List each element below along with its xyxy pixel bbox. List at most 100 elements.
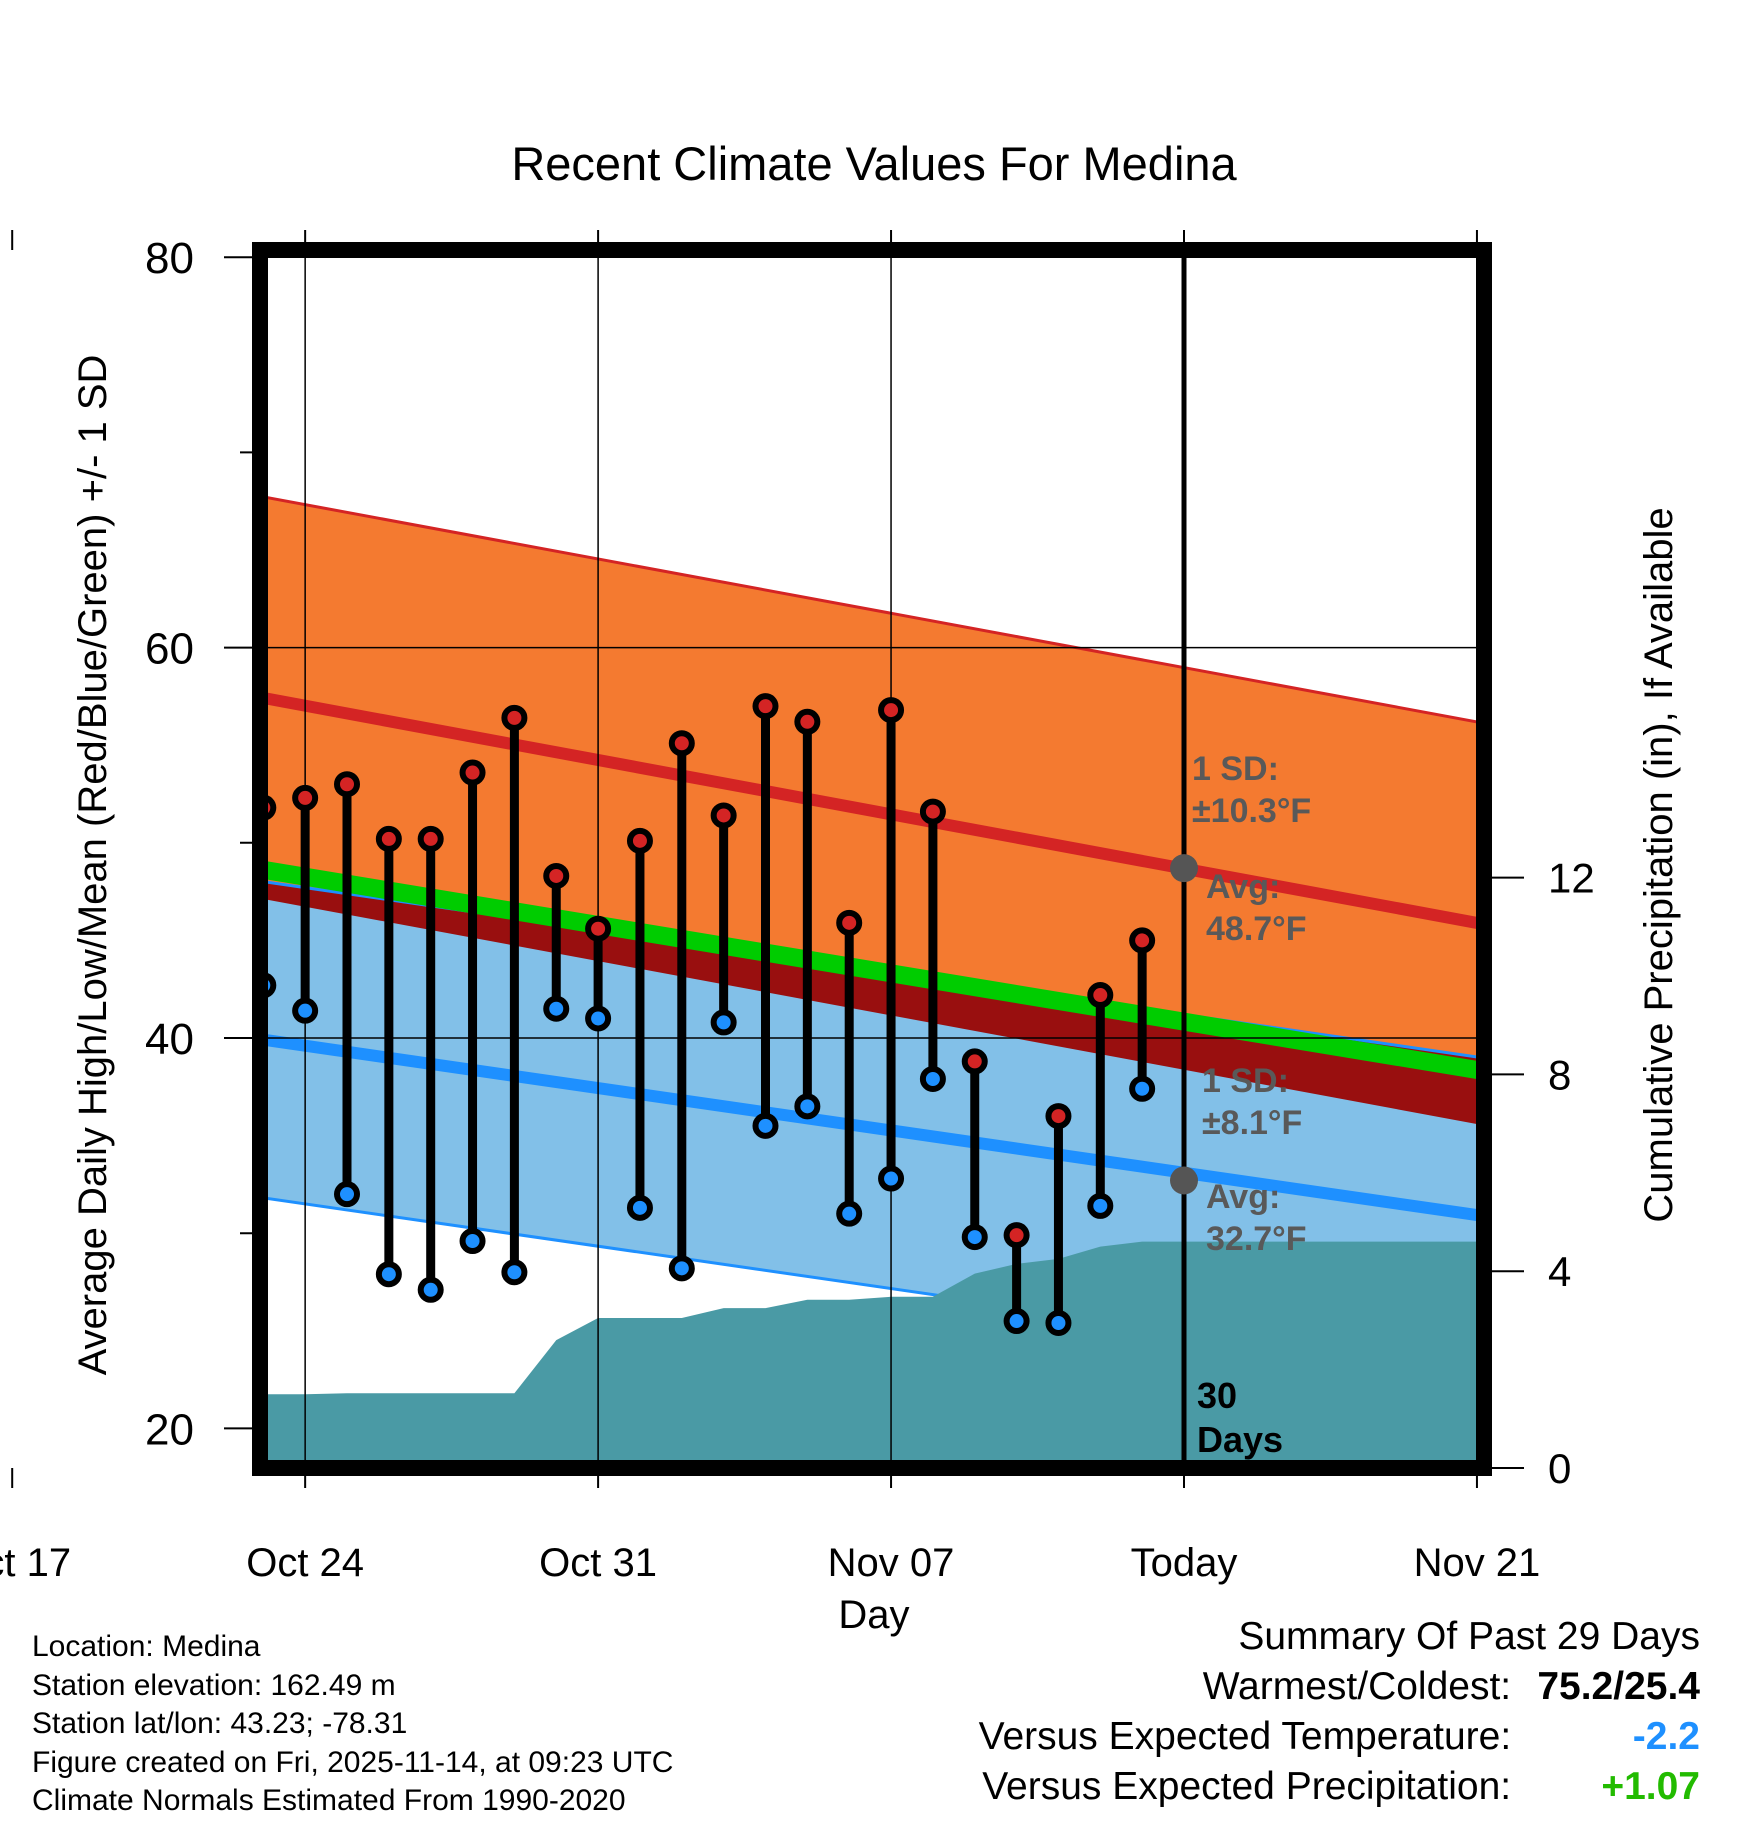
daily-high-point <box>710 802 737 829</box>
precipitation-area <box>260 1241 1484 1468</box>
period-label-number: 30 <box>1197 1375 1237 1416</box>
daily-low-point <box>211 975 231 995</box>
right-axis-tick-label: 12 <box>1548 855 1595 902</box>
band-overlap <box>260 881 1484 1126</box>
daily-high-point <box>1129 927 1156 954</box>
low-avg-value: 32.7°F <box>1206 1220 1307 1258</box>
daily-temperature-bars <box>2 341 1156 1336</box>
x-axis-tick-label: Today <box>1131 1541 1238 1585</box>
x-axis-tick-label: Nov 07 <box>828 1541 955 1585</box>
daily-low-point <box>836 1200 863 1227</box>
daily-high-point <box>2 716 22 736</box>
low-avg-label: Avg: <box>1206 1178 1280 1216</box>
right-axis-tick-label: 0 <box>1548 1445 1571 1492</box>
daily-high-point <box>375 825 402 852</box>
daily-low-point <box>375 1261 402 1288</box>
daily-high-point <box>459 759 486 786</box>
elevation-text: Station elevation: 162.49 m <box>32 1668 396 1702</box>
warm-cold-label: Warmest/Coldest: <box>1202 1665 1512 1708</box>
mean-normal-line <box>260 860 1484 1081</box>
daily-low-point <box>2 1180 22 1200</box>
left-axis-tick-label: 60 <box>145 625 194 674</box>
daily-low-point <box>501 1259 528 1286</box>
station-info: Location: Medina Station elevation: 162.… <box>32 1628 673 1821</box>
plot-area: 1 SD: ±10.3°F Avg: 48.7°F 1 SD: ±8.1°F Avg: 32.… <box>2 250 1484 1468</box>
left-axis-tick-label: 40 <box>145 1015 194 1064</box>
daily-high-point <box>878 697 905 724</box>
temp-label: Versus Expected Temperature: <box>978 1715 1512 1758</box>
daily-low-point <box>961 1224 988 1251</box>
daily-low-point <box>626 1194 653 1221</box>
daily-low-point <box>1087 1192 1114 1219</box>
daily-high-point <box>1087 982 1114 1009</box>
daily-low-point <box>752 1112 779 1139</box>
low-sd-label: 1 SD: <box>1202 1062 1289 1100</box>
summary-warm-cold: Warmest/Coldest: 75.2/25.4 <box>979 1662 1700 1712</box>
daily-low-point <box>44 848 64 868</box>
high-avg-label: Avg: <box>1206 868 1280 906</box>
normal-annotations: 1 SD: ±10.3°F Avg: 48.7°F 1 SD: ±8.1°F Avg: 32.… <box>1170 750 1311 1460</box>
daily-high-point <box>211 839 231 859</box>
daily-low-point <box>794 1093 821 1120</box>
low-average-today-dot <box>1170 1166 1198 1195</box>
x-axis-tick-label: Oct 17 <box>0 1541 71 1585</box>
daily-high-point <box>417 825 444 852</box>
daily-high-point <box>668 730 695 757</box>
daily-low-point <box>1129 1075 1156 1102</box>
precip-label: Versus Expected Precipitation: <box>982 1765 1512 1808</box>
daily-high-point <box>752 693 779 720</box>
location-text: Location: Medina <box>32 1630 261 1663</box>
right-axis-label: Cumulative Precipitation (in), If Availa… <box>1637 507 1681 1222</box>
daily-low-point <box>543 995 570 1022</box>
high-avg-value: 48.7°F <box>1206 910 1307 948</box>
x-axis-tick-label: Oct 24 <box>246 1541 364 1585</box>
daily-high-point <box>626 827 653 854</box>
daily-low-point <box>459 1228 486 1255</box>
daily-high-point <box>1045 1103 1072 1130</box>
daily-low-point <box>417 1276 444 1303</box>
daily-low-point <box>128 975 148 995</box>
cumulative-precipitation-area <box>260 1241 1484 1468</box>
daily-high-point <box>961 1048 988 1075</box>
right-axis-tick-label: 4 <box>1548 1248 1571 1295</box>
high-average-line <box>260 691 1484 931</box>
axes: 20 40 60 80 0 4 8 12 Oct 17 Oct 24 Oct 31 Nov 07 Tod… <box>0 230 1681 1637</box>
daily-low-point <box>1003 1308 1030 1335</box>
low-sd-value: ±8.1°F <box>1202 1104 1302 1142</box>
high-sd-upper-edge <box>260 494 1484 725</box>
daily-low-point <box>878 1165 905 1192</box>
created-text: Figure created on Fri, 2025-11-14, at 09… <box>32 1745 674 1779</box>
low-average-line <box>260 1033 1484 1223</box>
summary-title: Summary Of Past 29 Days <box>1238 1615 1700 1658</box>
daily-high-point <box>585 915 612 942</box>
left-axis-tick-label: 80 <box>145 234 194 283</box>
period-label-unit: Days <box>1197 1419 1283 1460</box>
high-average-today-dot <box>1170 854 1198 883</box>
daily-low-point <box>585 1005 612 1032</box>
summary-panel: Summary Of Past 29 Days Warmest/Coldest:… <box>979 1612 1700 1812</box>
x-axis-tick-label: Oct 31 <box>539 1541 657 1585</box>
left-axis-label: Average Daily High/Low/Mean (Red/Blue/Gr… <box>71 355 115 1376</box>
daily-high-point <box>794 708 821 735</box>
daily-low-point <box>334 1181 360 1208</box>
summary-precipitation: Versus Expected Precipitation: +1.07 <box>979 1762 1700 1812</box>
plot-frame <box>252 242 1492 1476</box>
high-sd-label: 1 SD: <box>1192 750 1279 788</box>
daily-low-point <box>710 1009 737 1036</box>
daily-low-point <box>292 997 319 1024</box>
x-axis-tick-label: Nov 21 <box>1414 1541 1541 1585</box>
daily-high-point <box>836 909 863 936</box>
daily-high-point <box>334 771 360 798</box>
precip-value: +1.07 <box>1601 1765 1700 1808</box>
daily-high-point <box>501 704 528 731</box>
temp-value: -2.2 <box>1632 1715 1700 1758</box>
daily-high-point <box>1003 1222 1030 1249</box>
x-axis-label: Day <box>838 1593 909 1637</box>
latlon-text: Station lat/lon: 43.23; -78.31 <box>32 1707 408 1740</box>
daily-low-point <box>1045 1309 1072 1336</box>
left-axis-tick-label: 20 <box>145 1405 194 1454</box>
daily-high-point <box>44 341 64 361</box>
right-axis-tick-label: 8 <box>1548 1051 1571 1098</box>
warm-cold-value: 75.2/25.4 <box>1537 1665 1700 1708</box>
